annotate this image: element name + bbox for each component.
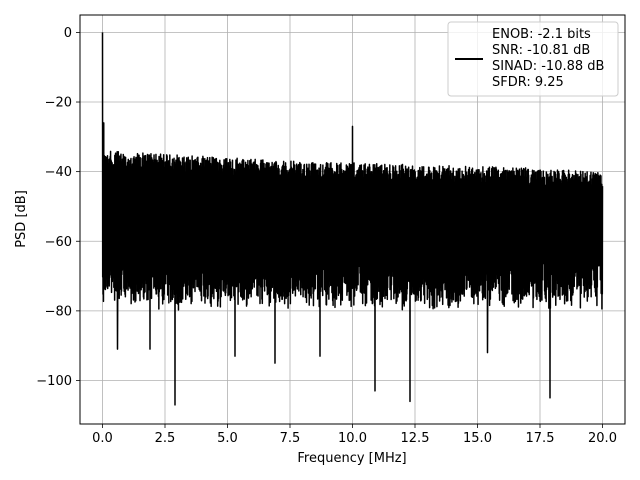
y-axis-label: PSD [dB] xyxy=(14,190,29,248)
legend-box xyxy=(447,21,619,97)
x-tick-label: 12.5 xyxy=(401,431,430,446)
legend-line-text: SFDR: 9.25 xyxy=(492,75,564,90)
y-tick-label: −100 xyxy=(36,374,72,389)
legend-line-text: SNR: -10.81 dB xyxy=(492,43,590,58)
legend-entry-label: ENOB: -2.1 bits SNR: -10.81 dB SINAD: -10.… xyxy=(492,27,604,90)
x-tick-label: 15.0 xyxy=(463,431,492,446)
legend-line-text: SINAD: -10.88 dB xyxy=(492,59,604,74)
x-axis-label: Frequency [MHz] xyxy=(297,451,406,466)
x-tick-label: 0.0 xyxy=(92,431,113,446)
legend-line-text: ENOB: -2.1 bits xyxy=(492,27,591,42)
x-tick-label: 5.0 xyxy=(217,431,238,446)
plot-area xyxy=(101,32,604,406)
x-tick-label: 17.5 xyxy=(526,431,555,446)
y-tick-label: 0 xyxy=(64,26,72,41)
x-tick-label: 2.5 xyxy=(155,431,176,446)
y-tick-label: −40 xyxy=(45,165,72,180)
x-tick-label: 20.0 xyxy=(588,431,617,446)
y-axis: 0 −20 −40 −60 −80 −100 xyxy=(36,26,80,389)
x-axis: 0.0 2.5 5.0 7.5 10.0 12.5 15.0 17.5 20.0 xyxy=(92,424,617,446)
y-tick-label: −60 xyxy=(45,235,72,250)
y-tick-label: −20 xyxy=(45,96,72,111)
legend: ENOB: -2.1 bits SNR: -10.81 dB SINAD: -10.… xyxy=(447,21,619,97)
y-tick-label: −80 xyxy=(45,304,72,319)
psd-trace xyxy=(101,32,604,406)
series-psd xyxy=(101,32,604,406)
x-tick-label: 10.0 xyxy=(338,431,367,446)
x-tick-label: 7.5 xyxy=(280,431,301,446)
